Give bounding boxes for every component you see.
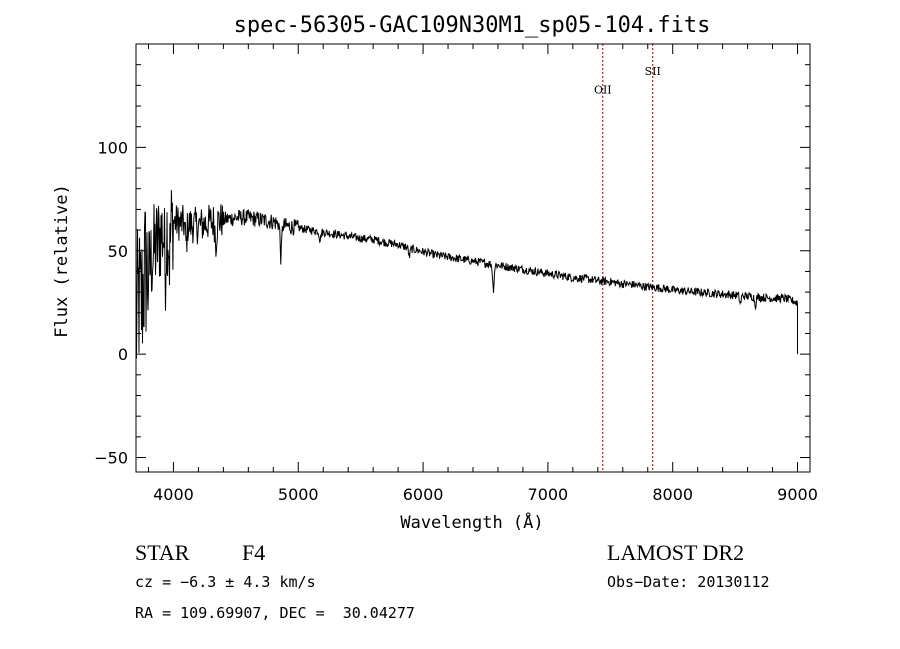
spectrum-chart: spec-56305-GAC109N30M1_sp05-104.fits 400… — [52, 13, 818, 533]
line-marker-label: SII — [645, 65, 661, 78]
plot-frame — [135, 43, 811, 473]
y-axis: −50 0 50 100 — [94, 43, 810, 468]
emission-line-markers: OII SII — [594, 44, 661, 472]
x-tick-label: 5000 — [278, 485, 319, 504]
x-tick-label: 9000 — [777, 485, 818, 504]
x-axis: 4000 5000 6000 7000 8000 9000 — [147, 44, 818, 504]
x-tick-label: 6000 — [403, 485, 444, 504]
object-class: STAR — [135, 540, 190, 565]
coords-line: RA = 109.69907, DEC = 30.04277 — [135, 604, 415, 622]
line-marker-label: OII — [594, 84, 612, 97]
redshift-line: cz = −6.3 ± 4.3 km/s — [135, 573, 316, 591]
x-axis-label: Wavelength (Å) — [400, 511, 543, 533]
survey-label: LAMOST DR2 — [607, 540, 745, 565]
obs-date-line: Obs−Date: 20130112 — [607, 573, 770, 591]
x-tick-label: 4000 — [153, 485, 194, 504]
chart-title: spec-56305-GAC109N30M1_sp05-104.fits — [234, 13, 711, 38]
y-tick-label: 100 — [97, 138, 128, 157]
y-tick-label: 0 — [118, 345, 128, 364]
x-tick-label: 8000 — [652, 485, 693, 504]
x-tick-label: 7000 — [528, 485, 569, 504]
y-axis-label: Flux (relative) — [52, 184, 72, 338]
y-tick-label: 50 — [108, 242, 128, 261]
spectrum-line — [135, 190, 798, 359]
object-subclass: F4 — [242, 540, 266, 565]
y-tick-label: −50 — [94, 449, 128, 468]
